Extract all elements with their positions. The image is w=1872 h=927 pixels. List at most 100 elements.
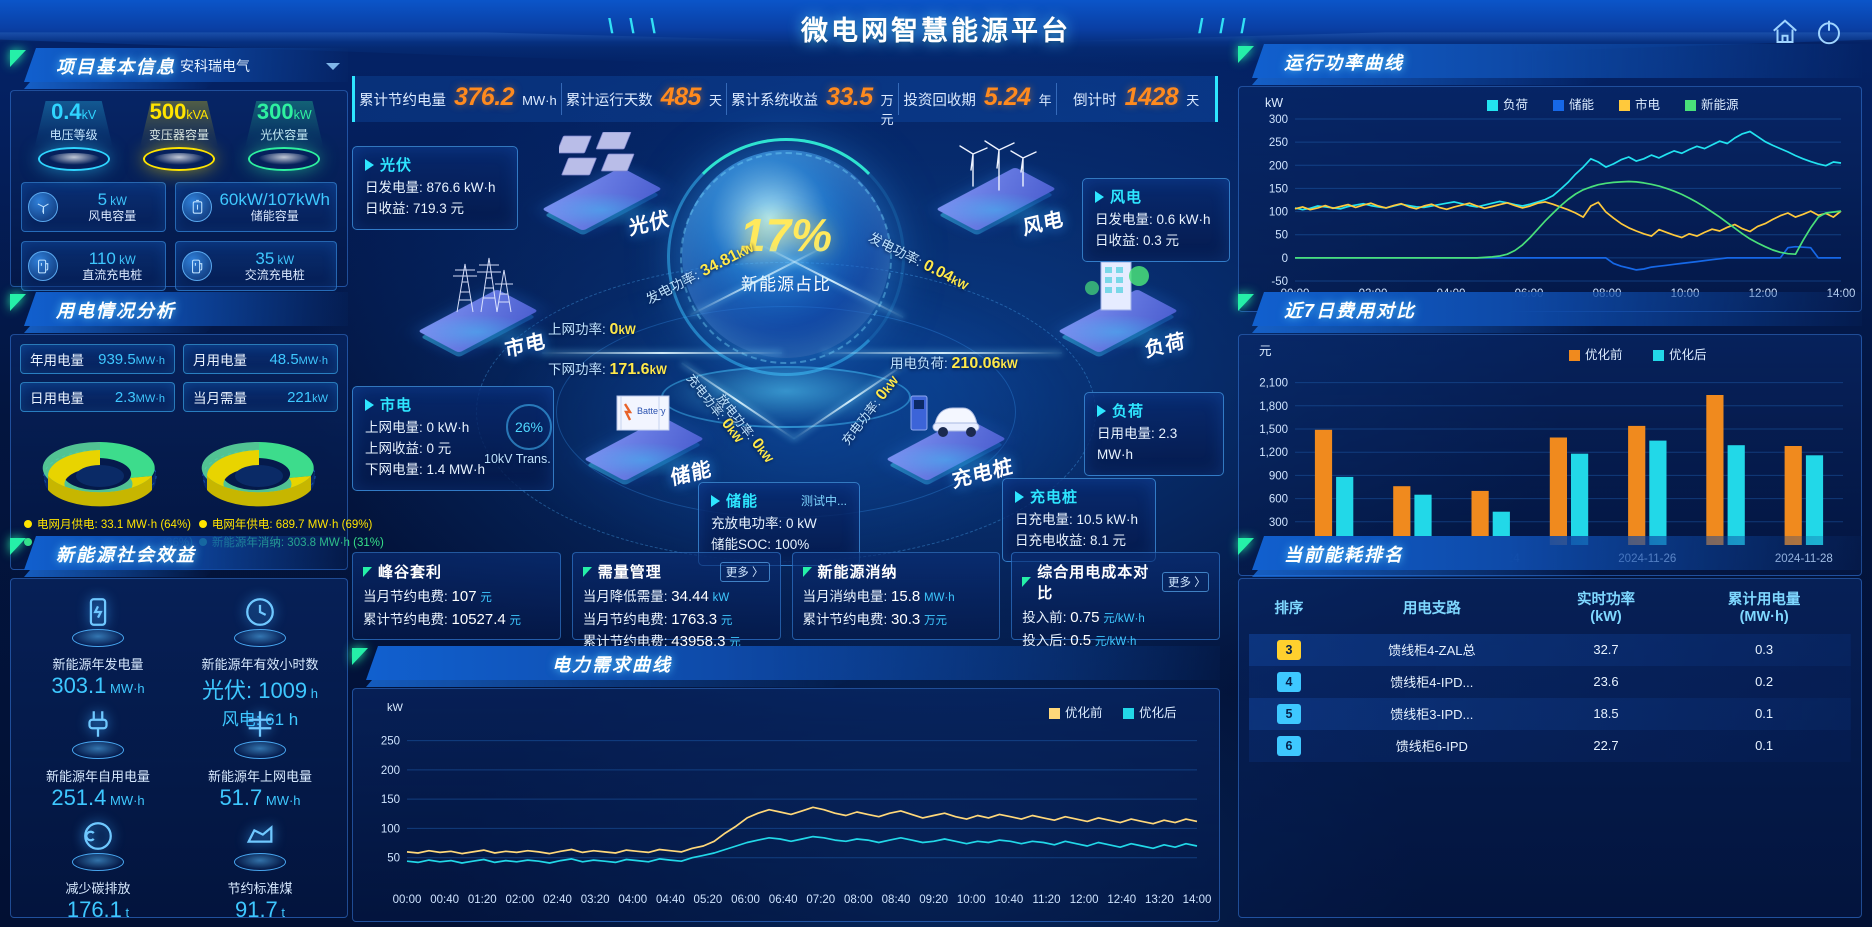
panel-title: 项目基本信息 [56, 57, 176, 77]
header-slash-right: / / / [1198, 16, 1251, 38]
svg-text:优化前: 优化前 [1585, 347, 1623, 362]
panel-header: 新能源社会效益 [10, 536, 348, 577]
panel-title: 用电情况分析 [56, 301, 176, 321]
node-wind[interactable]: 风电 [932, 136, 1065, 240]
kpi-value: 5.24 [983, 83, 1031, 111]
svg-text:07:20: 07:20 [806, 894, 835, 906]
more-button[interactable]: 更多 〉 [719, 561, 770, 582]
page-title: 微电网智慧能源平台 [801, 16, 1071, 46]
home-icon[interactable] [1770, 17, 1800, 47]
social-label: 减少碳排放 [65, 881, 131, 896]
ring-unit: kVA [186, 108, 209, 122]
capacity-value: 110 kW [88, 249, 136, 269]
metric-card-row: 峰谷套利 当月节约电费: 107 元累计节约电费: 10527.4 元 需量管理 更多… [352, 552, 1220, 650]
more-button[interactable]: 更多 〉 [1162, 572, 1209, 592]
legend-item: 电网月供电: 33.1 MW·h (64%) [24, 516, 193, 532]
node-ev[interactable]: 充电桩 [882, 386, 1015, 493]
ring-unit: kW [293, 108, 312, 122]
infobox-row: 日用电量: 2.3 MW·h [1097, 426, 1178, 462]
infobox-title: 光伏 [380, 157, 413, 174]
rank-badge: 3 [1276, 639, 1301, 660]
svg-text:Battery: Battery [637, 406, 666, 416]
legend-item: 电网年供电: 689.7 MW·h (69%) [198, 516, 384, 532]
node-load[interactable]: 负荷 [1054, 258, 1187, 362]
flag-icon [10, 50, 32, 70]
kpi-label: 累计运行天数 [565, 93, 653, 109]
metric-card-header: 综合用电成本对比 更多 〉 [1022, 561, 1209, 603]
power-cell: 23.6 [1593, 674, 1619, 690]
svg-text:00:00: 00:00 [393, 894, 422, 906]
metric-unit: 元 [720, 614, 733, 627]
panel-header: 当前能耗排名 [1238, 536, 1862, 577]
panel-body: kW负荷储能市电新能源-5005010015020025030000:0002:… [1238, 86, 1862, 312]
table-row[interactable]: 6 馈线柜6-IPD 22.7 0.1 [1249, 729, 1851, 762]
node-grid[interactable]: 市电 [414, 257, 547, 362]
energy-cell: 0.1 [1755, 738, 1774, 754]
chevron-down-icon [326, 62, 340, 70]
rank-badge: 4 [1276, 671, 1301, 692]
flag-icon [802, 566, 812, 577]
svg-text:优化后: 优化后 [1669, 348, 1707, 362]
ring-value: 300kW [256, 99, 312, 124]
infobox-wind: 风电 日发电量: 0.6 kW·h 日收益: 0.3 元 [1082, 178, 1230, 262]
table-row[interactable]: 5 馈线柜3-IPD... 18.5 0.1 [1249, 697, 1851, 730]
panel-body: 0.4kV 电压等级 500kVA 变压器容量 300kW 光伏容量 5 kW 风电容量 60… [10, 90, 348, 291]
flow-label-grid-up: 上网功率: 0kW [548, 321, 636, 338]
panel-header: 用电情况分析 [10, 292, 348, 333]
metric-unit: 元 [509, 614, 522, 627]
infobox-title: 风电 [1110, 189, 1143, 206]
ring-cone [139, 101, 218, 147]
ring-label: 光伏容量 [260, 128, 309, 142]
usage-value: 2.3MW·h [114, 388, 165, 406]
social-unit: h [307, 686, 318, 701]
svg-text:02:40: 02:40 [543, 894, 572, 906]
kpi-value: 33.5 [825, 83, 873, 111]
capacity-label: 直流充电桩 [82, 267, 143, 282]
usage-label: 年用电量 [30, 353, 84, 368]
social-label: 新能源年自用电量 [45, 769, 150, 784]
svg-text:04:40: 04:40 [656, 894, 685, 906]
usage-value: 221kW [287, 388, 328, 406]
metric-card-header: 需量管理 更多 〉 [582, 561, 770, 582]
wind-turbine-icon [959, 140, 1037, 191]
kpi-unit: 万元 [880, 93, 894, 127]
donut-yearly [201, 441, 315, 507]
flag-icon [352, 648, 374, 668]
panel-title: 近7日费用对比 [1284, 301, 1417, 321]
table-row[interactable]: 4 馈线柜4-IPD... 23.6 0.2 [1249, 665, 1851, 698]
capacity-value: 60kW/107kWh [219, 190, 330, 210]
power-cell: 18.5 [1593, 706, 1619, 722]
flow-label-grid-down: 下网功率: 171.6kW [548, 361, 667, 378]
branch-name-cell: 馈线柜3-IPD... [1390, 707, 1474, 723]
node-ess[interactable]: Battery 储能 [580, 386, 713, 490]
metric-card-header: 峰谷套利 [363, 561, 550, 582]
table-row[interactable]: 3 馈线柜4-ZAL总 32.7 0.3 [1249, 633, 1851, 666]
metric-unit: 元 [480, 592, 492, 604]
node-pv[interactable]: 光伏 [538, 132, 671, 240]
rank-badge: 5 [1276, 703, 1301, 724]
branch-name-cell: 馈线柜6-IPD [1395, 739, 1468, 755]
svg-text:储能: 储能 [1569, 97, 1595, 112]
social-benefit-item: 新能源年上网电量 51.7 MW·h [179, 705, 341, 817]
power-icon[interactable] [1814, 17, 1844, 47]
panel-header: 项目基本信息 安科瑞电气 [10, 48, 348, 89]
panel-cost-compare: 近7日费用对比 元 优化前 优化后 300 600 900 1,200 1,500 1,800 2… [1238, 292, 1862, 576]
cost-compare-chart: 元优化前优化后3006009001,2001,5001,8002,1002024… [1259, 344, 1843, 565]
social-unit: MW·h [262, 793, 301, 808]
svg-text:元: 元 [1259, 344, 1272, 358]
metric-row: 投入后: 0.5 元/kW·h [1022, 631, 1137, 649]
center-orb-base [661, 366, 911, 428]
usage-unit: MW·h [135, 354, 165, 367]
panel-body: 年用电量 939.5MW·h 月用电量 48.5MW·h 日用电量 2.3MW·h 当月需量… [10, 334, 384, 570]
capacity-label: 储能容量 [250, 208, 299, 223]
power-cell: 22.7 [1593, 738, 1619, 754]
metric-value: 30.3 [891, 610, 921, 628]
metric-card: 综合用电成本对比 更多 〉投入前: 0.75 元/kW·h 投入后: 0.5 元/k… [1011, 552, 1220, 649]
energy-cell: 0.3 [1755, 642, 1774, 658]
legend-text: 电网年供电: 689.7 MW·h (69%) [211, 519, 373, 531]
svg-text:1,800: 1,800 [1259, 401, 1288, 413]
project-selector[interactable]: 安科瑞电气 [180, 55, 340, 77]
metric-card: 峰谷套利 当月节约电费: 107 元累计节约电费: 10527.4 元 [352, 552, 561, 640]
capacity-value: 35 kW [255, 249, 295, 269]
usage-label: 月用电量 [193, 353, 247, 368]
